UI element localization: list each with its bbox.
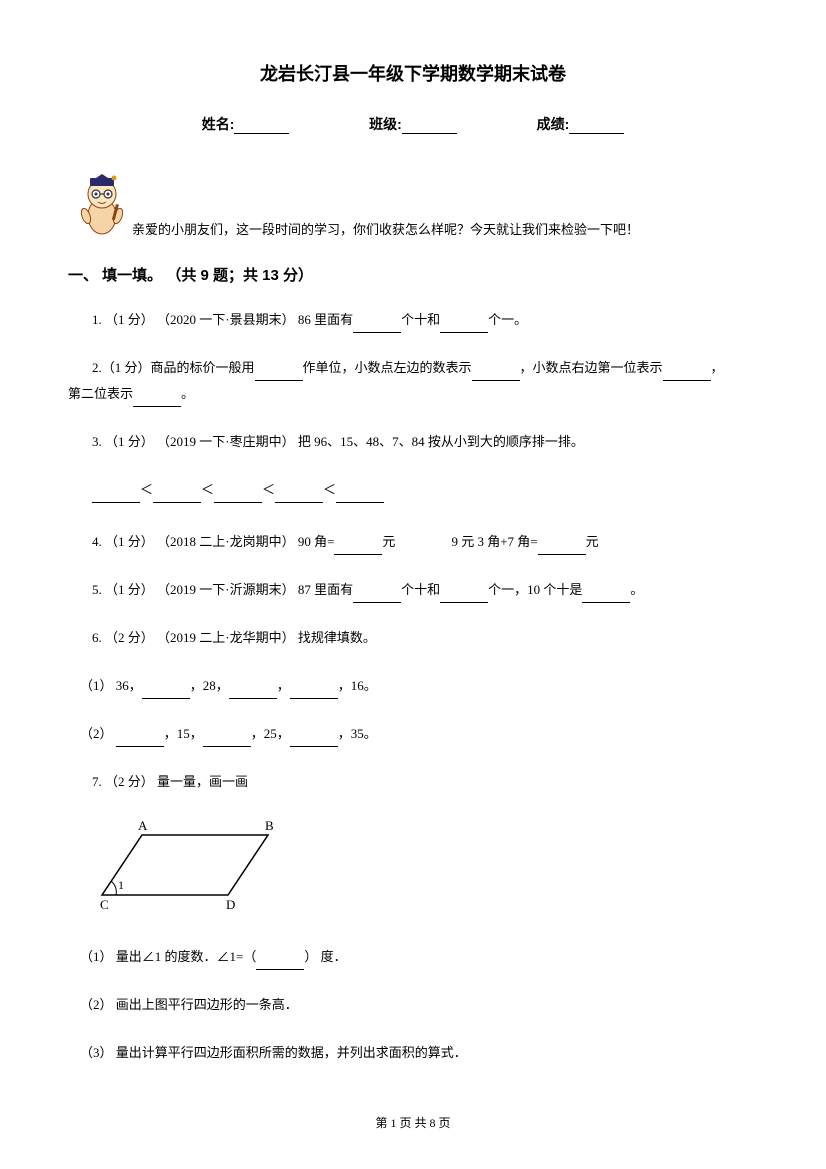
question-7-sub1: （1） 量出∠1 的度数．∠1=（ ） 度． <box>68 944 758 970</box>
q2-part4: ， <box>711 360 724 375</box>
q2-line2-prefix: 第二位表示 <box>68 386 133 401</box>
q5-mid1: 个十和 <box>401 582 440 597</box>
q7-sub1-suffix: ） 度． <box>304 949 346 964</box>
question-2: 2.（1 分）商品的标价一般用 作单位，小数点左边的数表示 ，小数点右边第一位表示 ，… <box>68 355 758 407</box>
class-label: 班级: <box>369 114 402 134</box>
q6-sub2-mid2: ，25， <box>251 726 290 741</box>
label-A: A <box>138 818 148 833</box>
page-number: 第 1 页 共 8 页 <box>0 1114 826 1131</box>
q5-blank-1[interactable] <box>353 590 401 603</box>
greeting-row: 亲爱的小朋友们，这一段时间的学习，你们收获怎么样呢？今天就让我们来检验一下吧！ <box>68 174 758 242</box>
q3-lt-3: ＜ <box>262 482 275 497</box>
q6-sub1-mid2: ， <box>277 678 290 693</box>
q4-prefix: 4. （1 分） （2018 二上·龙岗期中） 90 角= <box>92 534 334 549</box>
greeting-text: 亲爱的小朋友们，这一段时间的学习，你们收获怎么样呢？今天就让我们来检验一下吧！ <box>132 219 639 242</box>
q2-prefix: 2.（1 分）商品的标价一般用 <box>68 360 255 375</box>
q7-sub1-prefix: （1） 量出∠1 的度数．∠1=（ <box>80 949 256 964</box>
q2-blank-4[interactable] <box>133 394 181 407</box>
question-7-sub3: （3） 量出计算平行四边形面积所需的数据，并列出求面积的算式． <box>68 1040 758 1066</box>
q6-sub2-suffix: ，35。 <box>338 726 377 741</box>
q5-prefix: 5. （1 分） （2019 一下·沂源期末） 87 里面有 <box>92 582 353 597</box>
q3-blank-3[interactable] <box>214 490 262 503</box>
question-6-sub1: （1） 36， ，28， ， ，16。 <box>68 673 758 699</box>
q6-sub1-blank-2[interactable] <box>229 686 277 699</box>
q1-blank-2[interactable] <box>440 320 488 333</box>
question-6-sub2: （2） ，15， ，25， ，35。 <box>68 721 758 747</box>
q3-lt-2: ＜ <box>201 482 214 497</box>
label-C: C <box>100 897 109 912</box>
q2-blank-2[interactable] <box>472 368 520 381</box>
q3-blank-1[interactable] <box>92 490 140 503</box>
score-blank[interactable] <box>569 120 624 134</box>
q7-sub1-blank[interactable] <box>256 957 304 970</box>
q2-part2: 作单位，小数点左边的数表示 <box>303 360 472 375</box>
question-4: 4. （1 分） （2018 二上·龙岗期中） 90 角= 元 9 元 3 角+7 … <box>68 529 758 555</box>
score-label: 成绩: <box>537 114 570 134</box>
section-1-header: 一、 填一填。 （共 9 题；共 13 分） <box>68 264 758 285</box>
q4-mid1: 元 <box>382 534 395 549</box>
question-7: 7. （2 分） 量一量，画一画 <box>68 769 758 795</box>
name-label: 姓名: <box>202 114 235 134</box>
label-B: B <box>265 818 274 833</box>
q6-sub2-blank-1[interactable] <box>116 734 164 747</box>
class-blank[interactable] <box>402 120 457 134</box>
q5-blank-3[interactable] <box>582 590 630 603</box>
student-info-row: 姓名: 班级: 成绩: <box>68 114 758 134</box>
q6-sub1-blank-1[interactable] <box>142 686 190 699</box>
label-D: D <box>226 897 235 912</box>
q2-blank-1[interactable] <box>255 368 303 381</box>
q1-blank-1[interactable] <box>353 320 401 333</box>
q2-part3: ，小数点右边第一位表示 <box>520 360 663 375</box>
q6-sub2-mid1: ，15， <box>164 726 203 741</box>
q2-blank-3[interactable] <box>663 368 711 381</box>
question-6: 6. （2 分） （2019 二上·龙华期中） 找规律填数。 <box>68 625 758 651</box>
exam-title: 龙岩长汀县一年级下学期数学期末试卷 <box>68 60 758 86</box>
q5-mid2: 个一，10 个十是 <box>488 582 582 597</box>
q1-suffix: 个一。 <box>488 312 527 327</box>
q6-sub1-suffix: ，16。 <box>338 678 377 693</box>
q4-blank-2[interactable] <box>538 542 586 555</box>
q3-lt-1: ＜ <box>140 482 153 497</box>
q3-blank-4[interactable] <box>275 490 323 503</box>
mascot-icon <box>76 174 128 242</box>
question-3-blanks: ＜ ＜ ＜ ＜ <box>68 477 758 503</box>
q6-sub1-prefix: （1） 36， <box>80 678 142 693</box>
label-angle-1: 1 <box>118 878 124 892</box>
question-7-sub2: （2） 画出上图平行四边形的一条高． <box>68 992 758 1018</box>
q3-blank-5[interactable] <box>336 490 384 503</box>
q3-blank-2[interactable] <box>153 490 201 503</box>
q5-suffix: 。 <box>630 582 643 597</box>
q6-sub1-mid1: ，28， <box>190 678 229 693</box>
q6-sub2-blank-2[interactable] <box>203 734 251 747</box>
q6-sub1-blank-3[interactable] <box>290 686 338 699</box>
q4-blank-1[interactable] <box>334 542 382 555</box>
parallelogram-figure: A B C D 1 <box>100 817 758 916</box>
q5-blank-2[interactable] <box>440 590 488 603</box>
q4-suffix: 元 <box>586 534 599 549</box>
q2-line2-suffix: 。 <box>181 386 194 401</box>
question-3: 3. （1 分） （2019 一下·枣庄期中） 把 96、15、48、7、84 … <box>68 429 758 455</box>
question-1: 1. （1 分） （2020 一下·景县期末） 86 里面有 个十和 个一。 <box>68 307 758 333</box>
q6-sub2-prefix: （2） <box>80 726 116 741</box>
q4-part2: 9 元 3 角+7 角= <box>451 534 537 549</box>
q1-mid: 个十和 <box>401 312 440 327</box>
name-blank[interactable] <box>234 120 289 134</box>
q3-lt-4: ＜ <box>323 482 336 497</box>
question-5: 5. （1 分） （2019 一下·沂源期末） 87 里面有 个十和 个一，10 个… <box>68 577 758 603</box>
q1-prefix: 1. （1 分） （2020 一下·景县期末） 86 里面有 <box>92 312 353 327</box>
q6-sub2-blank-3[interactable] <box>290 734 338 747</box>
